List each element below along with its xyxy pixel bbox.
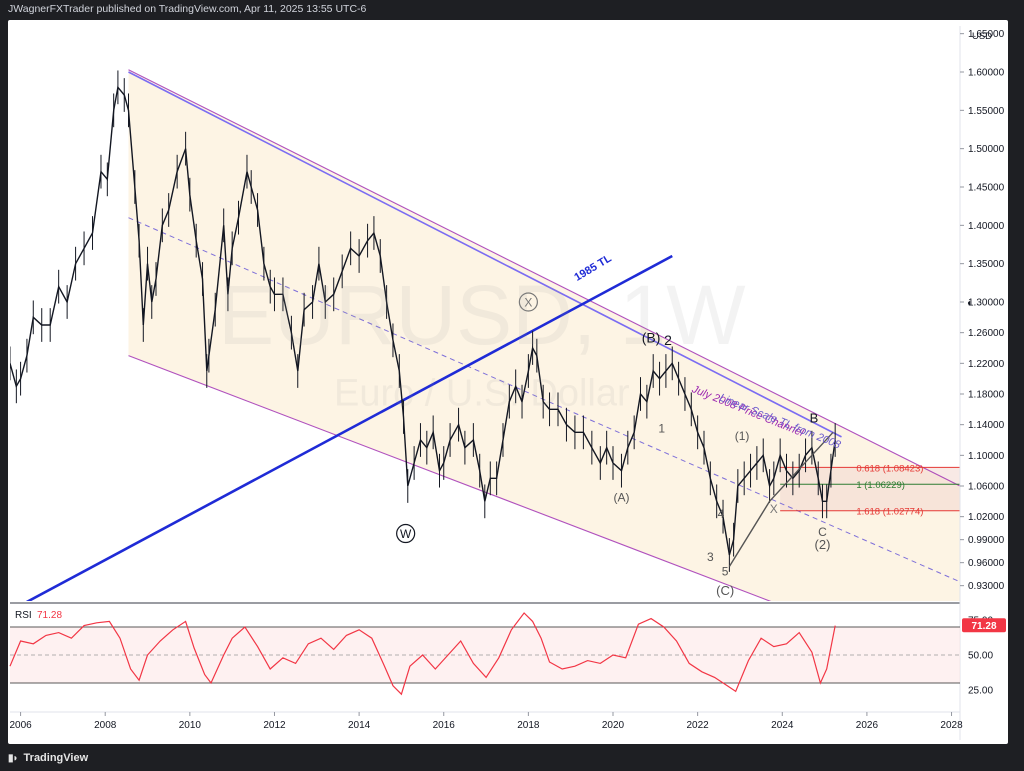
wave-label: 5	[722, 565, 729, 579]
time-tick-label: 2006	[9, 720, 32, 731]
price-tick-label: 1.45000	[968, 183, 1005, 194]
wave-label: (1)	[735, 429, 750, 443]
rsi-title: RSI	[15, 610, 32, 621]
time-tick-label: 2022	[687, 720, 710, 731]
wave-label: X	[524, 296, 532, 310]
price-tick-label: 1.06000	[968, 482, 1005, 493]
price-tick-label: 1.60000	[968, 68, 1005, 79]
time-tick-label: 2012	[263, 720, 286, 731]
wave-label: (C)	[716, 583, 734, 598]
wave-label: (B)	[642, 330, 661, 346]
price-tick-label: 1.14000	[968, 420, 1005, 431]
watermark-symbol: EURUSD, 1W	[218, 268, 745, 362]
wave-label: 2	[664, 332, 672, 348]
fib-zone	[780, 467, 960, 511]
footer: ▮◗ TradingView	[8, 749, 88, 767]
wave-label: 3	[707, 550, 714, 564]
watermark-name: Euro / U.S. Dollar	[334, 373, 630, 415]
price-tick-label: 0.93000	[968, 581, 1005, 592]
rsi-line	[9, 612, 836, 696]
channel-top-line	[128, 69, 960, 487]
time-tick-label: 2010	[179, 720, 202, 731]
price-tick-label: 1.22000	[968, 359, 1005, 370]
publisher-header: JWagnerFXTrader published on TradingView…	[8, 3, 367, 15]
wave-label: 4	[718, 507, 725, 521]
price-tick-label: 1.30000	[968, 298, 1005, 309]
wave-label: B	[810, 410, 819, 425]
price-tick-label: 1.40000	[968, 221, 1005, 232]
brand-text[interactable]: TradingView	[23, 752, 89, 764]
price-tick-label: 1.35000	[968, 259, 1005, 270]
fib-label-0: 0.618 (1.08423)	[856, 463, 923, 474]
rsi-value-badge	[962, 618, 1006, 633]
price-tick-label: 1.02000	[968, 512, 1005, 523]
price-tick-label: 0.96000	[968, 558, 1005, 569]
channel-bottom-line	[128, 355, 772, 601]
time-tick-label: 2014	[348, 720, 371, 731]
rsi-value-badge-text: 71.28	[971, 621, 996, 632]
time-tick-label: 2024	[771, 720, 794, 731]
trend-1985-line	[25, 254, 673, 601]
time-tick-label: 2020	[602, 720, 625, 731]
chart-svg[interactable]: EURUSD, 1W Euro / U.S. Dollar 0.618 (1.084…	[8, 20, 1008, 744]
price-tick-label: 1.26000	[968, 328, 1005, 339]
rsi-tick-label: 25.00	[968, 686, 993, 697]
wave-label: (2)	[815, 537, 831, 552]
time-tick-label: 2016	[433, 720, 456, 731]
fib-label-2: 1.618 (1.02774)	[856, 507, 923, 518]
price-tick-label: 1.18000	[968, 390, 1005, 401]
price-tick-label: 1.10000	[968, 451, 1005, 462]
main-pane	[10, 69, 960, 601]
price-tick-label: 1.50000	[968, 144, 1005, 155]
tradingview-logo-icon[interactable]: ▮◗	[8, 752, 19, 764]
wave-label: (A)	[613, 490, 629, 504]
time-tick-label: 2028	[940, 720, 963, 731]
wave-x-circle	[518, 292, 538, 312]
linear-scale-tl	[128, 71, 842, 438]
time-tick-label: 2018	[517, 720, 540, 731]
rsi-pane	[9, 612, 960, 696]
wave-label: X	[770, 502, 778, 516]
time-tick-label: 2026	[856, 720, 879, 731]
wave-path	[728, 431, 834, 567]
wave-label: C	[818, 525, 827, 539]
wave-w-circle	[396, 523, 416, 544]
currency-label: USD	[972, 31, 992, 42]
price-tick-label: 1.55000	[968, 106, 1005, 117]
rsi-value: 71.28	[37, 610, 62, 621]
chart-card: EURUSD, 1W Euro / U.S. Dollar 0.618 (1.084…	[8, 20, 1008, 744]
fib-label-1: 1 (1.06229)	[856, 480, 905, 491]
wave-label: 1	[658, 421, 665, 435]
wave-label: W	[400, 527, 412, 541]
time-tick-label: 2008	[94, 720, 117, 731]
rsi-tick-label: 50.00	[968, 651, 993, 662]
price-tick-label: 0.99000	[968, 535, 1005, 546]
axis-marker-icon: ◖	[966, 298, 972, 309]
price-tick-label: 1.65000	[968, 29, 1005, 40]
channel-mid-line	[128, 217, 960, 583]
